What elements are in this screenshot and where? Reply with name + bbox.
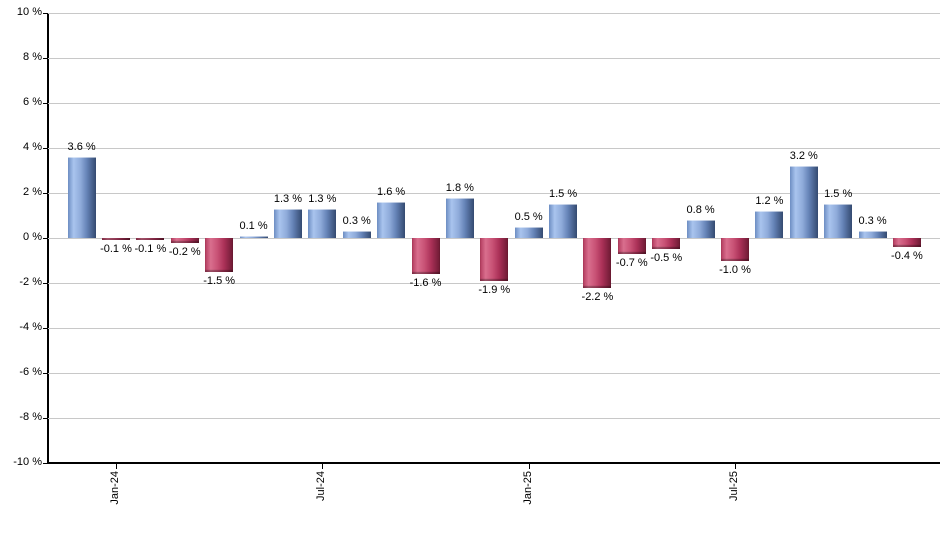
bar xyxy=(789,166,818,238)
x-tick-label: Jul-24 xyxy=(315,471,328,501)
bar xyxy=(892,238,921,247)
bar xyxy=(583,238,612,288)
y-axis-tick xyxy=(43,463,48,464)
gridline xyxy=(48,328,940,329)
bar xyxy=(652,238,681,250)
x-axis-tick xyxy=(528,463,530,469)
gridline xyxy=(48,103,940,104)
bar xyxy=(858,231,887,238)
bar-value-label: -0.2 % xyxy=(168,245,201,258)
bar-value-label: -0.7 % xyxy=(615,256,648,269)
bar-value-label: 1.8 % xyxy=(445,181,474,194)
bar-value-label: -1.0 % xyxy=(719,263,751,276)
bar-value-label: 0.8 % xyxy=(686,204,715,216)
y-tick-label: 10 % xyxy=(16,6,42,18)
x-tick-label: Jul-25 xyxy=(728,471,740,501)
bar xyxy=(342,231,371,238)
bar-value-label: 3.6 % xyxy=(67,141,96,153)
bar-value-label: 1.3 % xyxy=(273,192,302,205)
bar xyxy=(824,204,853,238)
bar-value-label: 1.6 % xyxy=(377,186,406,198)
bar-value-label: -1.6 % xyxy=(409,277,442,289)
x-axis-tick xyxy=(322,463,324,469)
bar xyxy=(205,238,234,272)
bar-value-label: -0.1 % xyxy=(134,243,167,256)
bar-value-label: 3.2 % xyxy=(789,150,818,162)
bar xyxy=(101,238,130,241)
bar-value-label: -0.5 % xyxy=(650,252,683,265)
x-tick-label: Jan-24 xyxy=(108,471,121,505)
y-tick-label: 6 % xyxy=(23,96,42,108)
y-axis-tick xyxy=(43,148,48,149)
gridline xyxy=(48,58,940,59)
y-axis-tick xyxy=(43,418,48,419)
bar-value-label: 0.3 % xyxy=(858,215,887,228)
bar xyxy=(239,235,268,238)
bar-value-label: 1.5 % xyxy=(548,188,578,201)
y-tick-label: -4 % xyxy=(19,321,42,333)
x-axis-tick xyxy=(115,463,117,469)
bar-value-label: 0.5 % xyxy=(514,210,543,223)
y-axis-tick xyxy=(43,373,48,374)
gridline xyxy=(48,148,940,149)
bar xyxy=(170,238,199,243)
bar-value-label: -0.1 % xyxy=(100,243,132,256)
x-axis-tick xyxy=(735,463,736,469)
bar-value-label: -2.2 % xyxy=(581,290,614,303)
y-axis-tick xyxy=(43,193,48,194)
y-axis-tick xyxy=(43,103,48,104)
bar-value-label: -1.9 % xyxy=(478,283,511,296)
y-axis-tick xyxy=(43,13,48,14)
bar-value-label: 1.2 % xyxy=(755,195,784,207)
gridline xyxy=(48,13,940,14)
bar xyxy=(308,208,337,238)
y-tick-label: 8 % xyxy=(23,51,42,63)
bar xyxy=(67,157,96,238)
x-axis-line xyxy=(48,462,940,464)
bar xyxy=(617,238,646,254)
y-axis-tick xyxy=(43,283,48,284)
y-tick-label: -8 % xyxy=(19,411,42,423)
bar xyxy=(411,238,440,274)
y-tick-label: -10 % xyxy=(13,456,42,468)
gridline xyxy=(48,418,940,419)
bar-value-label: 1.5 % xyxy=(824,188,853,201)
bar xyxy=(377,202,406,238)
y-axis-tick xyxy=(43,328,48,329)
bar xyxy=(721,238,749,261)
bar-value-label: 1.3 % xyxy=(308,192,337,205)
y-axis-tick xyxy=(43,238,48,239)
gridline xyxy=(48,283,940,284)
x-tick-label: Jan-25 xyxy=(521,471,534,505)
y-axis-tick xyxy=(43,58,48,59)
y-tick-label: 2 % xyxy=(23,186,42,198)
bar xyxy=(514,226,543,238)
bar xyxy=(273,208,302,238)
y-tick-label: -2 % xyxy=(19,276,42,288)
bar xyxy=(549,204,578,238)
y-tick-label: 0 % xyxy=(23,231,42,243)
gridline xyxy=(48,373,940,374)
bar-value-label: 0.1 % xyxy=(239,219,268,232)
bar-value-label: -1.5 % xyxy=(203,274,236,287)
bar xyxy=(686,220,715,238)
bar-value-label: 0.3 % xyxy=(342,215,371,228)
bar xyxy=(445,197,474,238)
y-tick-label: -6 % xyxy=(19,366,42,378)
bar xyxy=(755,211,784,238)
y-tick-label: 4 % xyxy=(23,141,42,153)
bar-value-label: -0.4 % xyxy=(891,250,923,262)
bar xyxy=(136,238,165,241)
gridline xyxy=(48,193,940,194)
bar xyxy=(480,238,509,281)
